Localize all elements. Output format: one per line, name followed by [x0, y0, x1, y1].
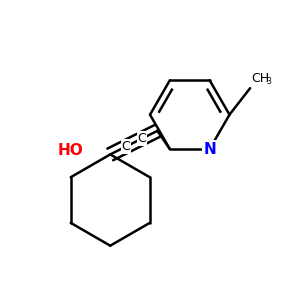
Text: HO: HO — [58, 143, 83, 158]
Text: CH: CH — [252, 72, 270, 85]
Text: C: C — [137, 132, 146, 145]
Text: $_3$: $_3$ — [266, 75, 273, 88]
Text: N: N — [203, 142, 216, 157]
Text: C: C — [122, 140, 130, 153]
